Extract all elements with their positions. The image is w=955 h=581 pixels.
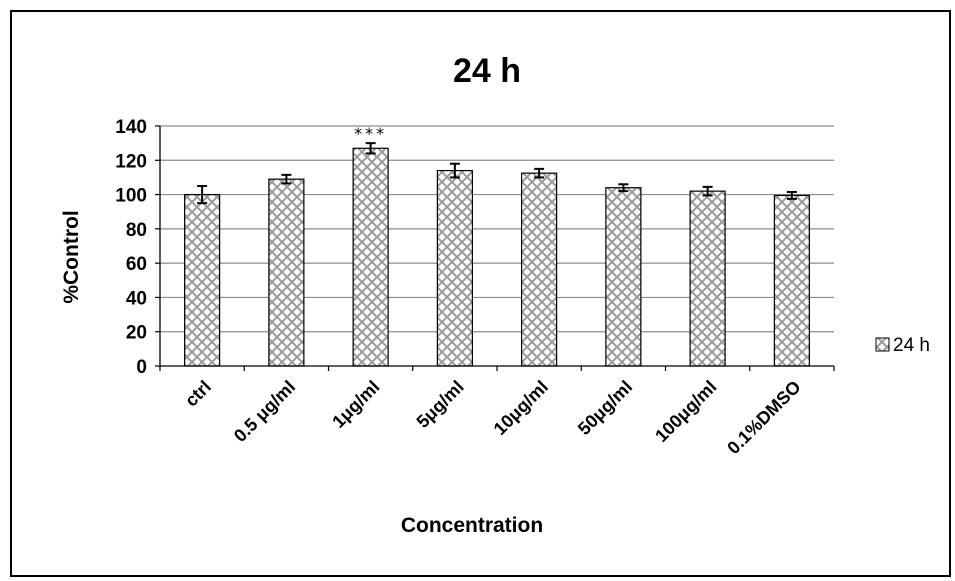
significance-annotation: *** [354,124,387,143]
bar [268,178,305,367]
y-tick-label: 40 [126,288,147,309]
x-tick-label: ctrl [181,377,215,411]
bar [773,194,810,367]
bar-chart: 24 h *** 0 20 40 60 80 100 120 140 ctrl 0.5 μg/ml… [60,52,930,537]
y-tick-label: 0 [136,357,147,378]
y-tick-label: 60 [126,254,147,275]
x-tick-label: 5μg/ml [413,377,468,432]
y-tick-label: 120 [115,151,147,172]
y-tick-label: 100 [115,186,147,207]
legend-label: 24 h [893,335,930,356]
bars: *** [184,124,810,367]
x-tick-label: 50μg/ml [574,377,636,439]
y-axis-title: %Control [60,210,83,303]
y-tick-label: 80 [126,220,147,241]
grid-lines [160,125,834,333]
x-tick-label: 0.5 μg/ml [230,377,299,446]
y-tick-label: 140 [115,117,147,138]
axes [159,126,834,367]
x-tick-label: 10μg/ml [490,377,552,439]
legend-swatch [875,337,890,352]
bar [184,193,221,367]
bar [521,172,558,367]
chart-title: 24 h [453,52,521,90]
chart-frame: 24 h *** 0 20 40 60 80 100 120 140 ctrl 0.5 μg/ml… [10,10,951,577]
legend: 24 h [875,335,930,356]
bar [436,169,473,367]
axis-labels: 0 20 40 60 80 100 120 140 ctrl 0.5 μg/ml 1μg/ml 5μg… [115,117,835,458]
x-tick-label: 100μg/ml [651,377,720,446]
bar [689,190,726,367]
bar [352,147,389,367]
y-tick-label: 20 [126,323,147,344]
x-tick-label: 0.1%DMSO [723,377,804,458]
x-tick-label: 1μg/ml [328,377,383,432]
x-axis-title: Concentration [401,514,543,537]
bar [605,187,642,367]
